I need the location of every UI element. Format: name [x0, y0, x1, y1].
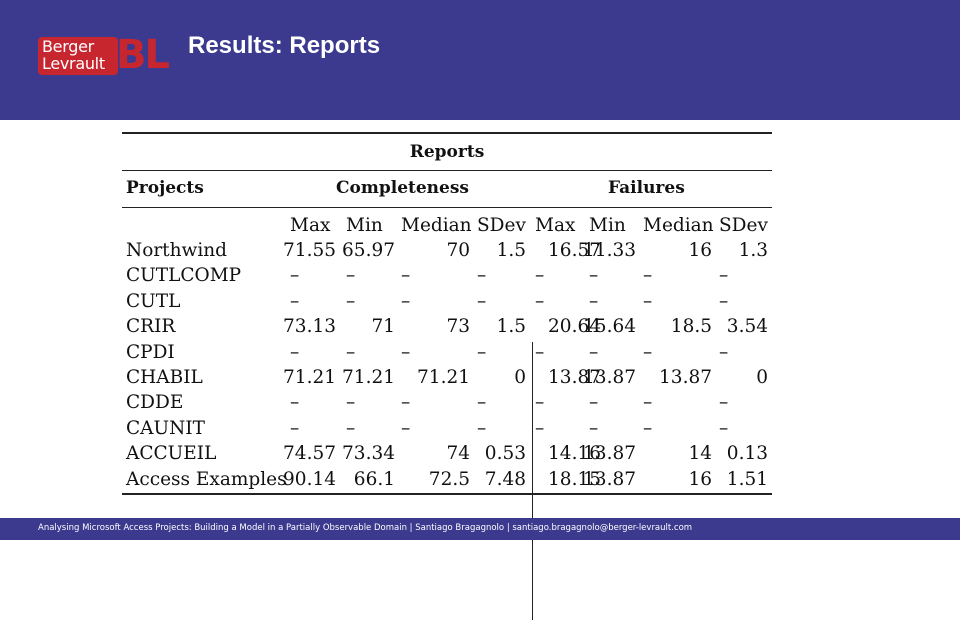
- table-cell: 15.64: [566, 316, 636, 338]
- table-cell: –: [535, 392, 544, 414]
- logo-word-berger: Berger: [42, 39, 94, 55]
- footer-text: Analysing Microsoft Access Projects: Bui…: [38, 523, 692, 533]
- table-cell: 1.5: [456, 316, 526, 338]
- table-cell: 65.97: [325, 240, 395, 262]
- table-cell: –: [401, 418, 410, 440]
- row-project-name: CUTLCOMP: [126, 265, 241, 287]
- row-project-name: CAUNIT: [126, 418, 205, 440]
- column-header: Median: [643, 215, 714, 237]
- table-cell: 0.13: [698, 443, 768, 465]
- table-cell: –: [290, 418, 299, 440]
- table-cell: –: [477, 291, 486, 313]
- table-cell: 0: [698, 367, 768, 389]
- table-cell: –: [719, 392, 728, 414]
- reports-table: Reports Projects Completeness Failures M…: [122, 130, 772, 496]
- column-header: SDev: [477, 215, 526, 237]
- table-cell: –: [589, 265, 598, 287]
- table-header-rule: [122, 207, 772, 208]
- header-failures: Failures: [608, 177, 685, 199]
- table-caption: Reports: [122, 141, 772, 163]
- berger-levrault-logo: Berger Levrault BL: [38, 35, 156, 77]
- column-header: Max: [535, 215, 575, 237]
- table-cell: 66.1: [325, 469, 395, 491]
- table-cell: –: [535, 418, 544, 440]
- table-cell: 0.53: [456, 443, 526, 465]
- table-cell: 13.87: [566, 367, 636, 389]
- table-cell: –: [346, 342, 355, 364]
- logo-word-levrault: Levrault: [42, 56, 105, 72]
- table-cell: 0: [456, 367, 526, 389]
- table-bottom-rule: [122, 493, 772, 495]
- table-cell: –: [589, 291, 598, 313]
- table-cell: –: [290, 392, 299, 414]
- table-cell: 71.21: [325, 367, 395, 389]
- table-cell: 13.87: [566, 443, 636, 465]
- table-cell: –: [719, 342, 728, 364]
- table-cell: 1.5: [456, 240, 526, 262]
- row-project-name: Access Examples: [126, 469, 287, 491]
- table-cell: –: [643, 418, 652, 440]
- table-cell: 1.3: [698, 240, 768, 262]
- header-completeness: Completeness: [336, 177, 469, 199]
- row-project-name: CUTL: [126, 291, 180, 313]
- table-cell: –: [589, 392, 598, 414]
- table-cell: 11.33: [566, 240, 636, 262]
- row-project-name: ACCUEIL: [126, 443, 216, 465]
- table-cell: –: [290, 291, 299, 313]
- table-cell: –: [477, 418, 486, 440]
- row-project-name: CHABIL: [126, 367, 203, 389]
- header-projects: Projects: [126, 177, 204, 199]
- table-cell: 7.48: [456, 469, 526, 491]
- table-cell: –: [643, 291, 652, 313]
- table-cell: –: [535, 265, 544, 287]
- column-header: SDev: [719, 215, 768, 237]
- table-cell: –: [535, 291, 544, 313]
- table-cell: –: [346, 291, 355, 313]
- table-cell: –: [346, 418, 355, 440]
- row-project-name: CPDI: [126, 342, 175, 364]
- table-cell: –: [290, 342, 299, 364]
- header-bar: Berger Levrault BL Results: Reports: [0, 0, 960, 120]
- row-project-name: CDDE: [126, 392, 183, 414]
- table-cell: –: [589, 342, 598, 364]
- table-cell: 13.87: [566, 469, 636, 491]
- table-cell: –: [346, 392, 355, 414]
- table-cell: –: [643, 392, 652, 414]
- table-cell: –: [477, 392, 486, 414]
- column-header: Min: [346, 215, 383, 237]
- column-header: Min: [589, 215, 626, 237]
- table-cell: –: [401, 392, 410, 414]
- table-cell: –: [589, 418, 598, 440]
- table-cell: 3.54: [698, 316, 768, 338]
- table-cell: –: [719, 418, 728, 440]
- table-cell: 73.34: [325, 443, 395, 465]
- table-cell: –: [719, 265, 728, 287]
- row-project-name: CRIR: [126, 316, 175, 338]
- table-cell: –: [346, 265, 355, 287]
- table-cell: 1.51: [698, 469, 768, 491]
- table-cell: –: [401, 342, 410, 364]
- table-cell: –: [643, 342, 652, 364]
- table-cell: –: [477, 265, 486, 287]
- table-cell: –: [401, 291, 410, 313]
- column-header: Median: [401, 215, 472, 237]
- table-cell: –: [401, 265, 410, 287]
- table-cell: –: [719, 291, 728, 313]
- table-cell: 71: [325, 316, 395, 338]
- logo-bl-mark: BL: [116, 33, 168, 77]
- table-top-rule: [122, 132, 772, 134]
- table-cell: –: [290, 265, 299, 287]
- table-cell: –: [643, 265, 652, 287]
- table-cell: –: [477, 342, 486, 364]
- column-header: Max: [290, 215, 330, 237]
- slide-title: Results: Reports: [188, 32, 380, 60]
- footer-bar: Analysing Microsoft Access Projects: Bui…: [0, 518, 960, 540]
- table-caption-rule: [122, 170, 772, 171]
- row-project-name: Northwind: [126, 240, 227, 262]
- table-cell: –: [535, 342, 544, 364]
